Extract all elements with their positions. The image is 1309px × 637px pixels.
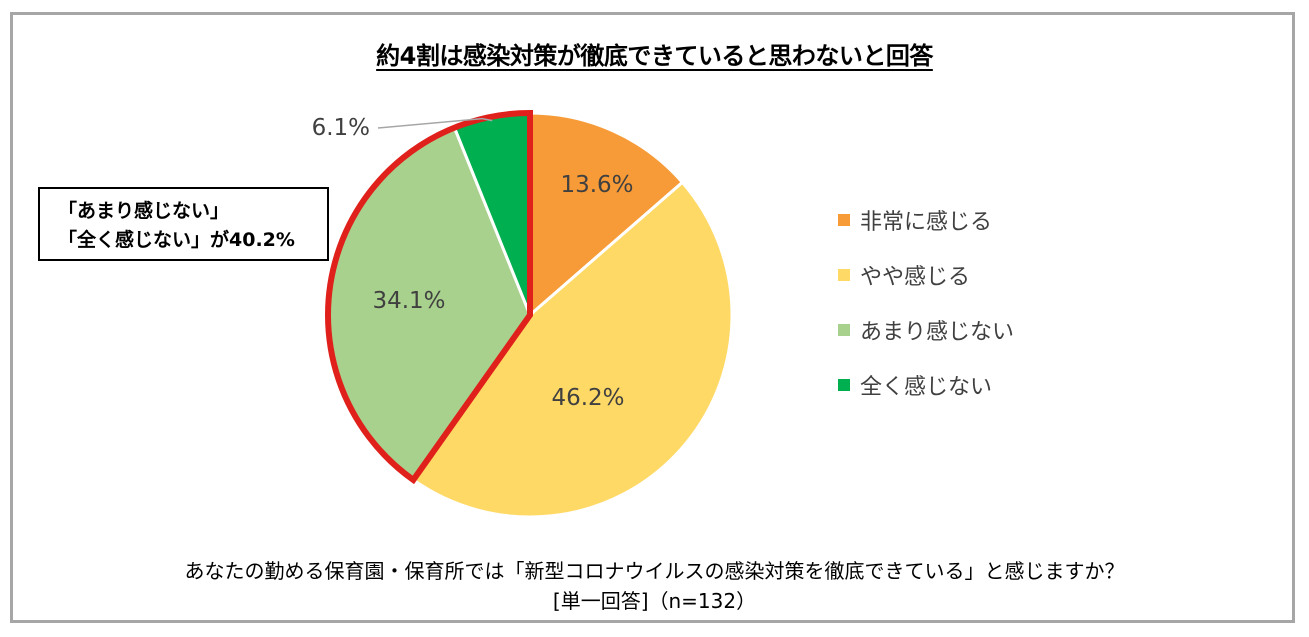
leader-line xyxy=(377,117,493,129)
callout-line-2: 「全く感じない」が40.2% xyxy=(58,229,295,251)
legend-swatch xyxy=(838,378,850,391)
legend-swatch xyxy=(838,323,850,336)
legend-swatch xyxy=(838,268,850,281)
callout-box: 「あまり感じない」 「全く感じない」が40.2% xyxy=(38,187,329,261)
question-text: あなたの勤める保育園・保育所では「新型コロナウイルスの感染対策を徹底できている」… xyxy=(184,559,1125,583)
legend-item-1: 非常に感じる xyxy=(838,192,1014,247)
chart-title: 約4割は感染対策が徹底できていると思わないと回答 xyxy=(376,42,933,70)
legend-label: あまり感じない xyxy=(860,319,1015,345)
slice-label-4: 6.1% xyxy=(312,115,370,141)
legend-label: 全く感じない xyxy=(860,374,993,400)
legend-swatch xyxy=(838,213,850,226)
legend-item-2: やや感じる xyxy=(838,247,1014,302)
legend-label: やや感じる xyxy=(860,264,971,290)
legend: 非常に感じる やや感じるあまり感じない 全く感じない xyxy=(838,192,1014,412)
pie-slice-1 xyxy=(528,111,685,319)
callout-line-1: 「あまり感じない」 xyxy=(58,200,230,222)
pie-slice-2 xyxy=(411,180,734,519)
legend-item-3: あまり感じない xyxy=(838,302,1014,357)
slice-label-3: 34.1% xyxy=(372,288,445,314)
highlight-outline xyxy=(325,109,533,485)
question-note: [単一回答]（n=132） xyxy=(552,589,757,613)
legend-label: 非常に感じる xyxy=(860,209,993,235)
slice-label-1: 13.6% xyxy=(560,172,633,198)
slice-label-2: 46.2% xyxy=(551,385,624,411)
slice-labels: 13.6% 46.2% 34.1% 6.1% xyxy=(312,115,634,411)
question-block: あなたの勤める保育園・保育所では「新型コロナウイルスの感染対策を徹底できている」… xyxy=(0,556,1309,616)
legend-item-4: 全く感じない xyxy=(838,357,1014,412)
